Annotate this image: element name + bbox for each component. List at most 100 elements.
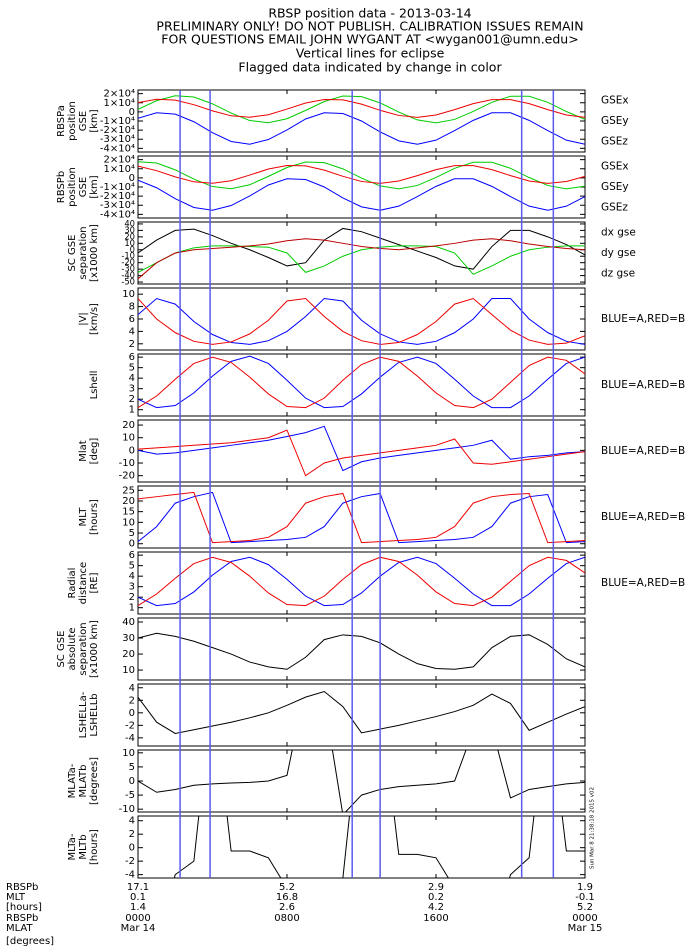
- y-axis-label: MLT: [78, 507, 89, 527]
- y-axis-label: [km]: [89, 109, 100, 132]
- y-axis-label: GSE: [78, 177, 89, 197]
- plot-frame: [137, 353, 586, 417]
- data-line: [138, 491, 585, 544]
- title: RBSP position data - 2013-03-14: [268, 6, 471, 21]
- y-tick-label: -10: [119, 804, 135, 815]
- y-axis-label: Mlat: [78, 440, 89, 462]
- timestamp: Sun Mar 8 21:38:18 2015 v02: [590, 787, 596, 869]
- plot-frame: [137, 683, 586, 747]
- y-axis-label: [degrees]: [89, 757, 100, 805]
- y-tick-label: 4: [129, 373, 135, 384]
- footer-row-label: MLT: [6, 892, 26, 903]
- subtitle: PRELIMINARY ONLY! DO NOT PUBLISH. CALIBR…: [156, 19, 583, 34]
- y-axis-label: GSE: [78, 111, 89, 131]
- subtitle: FOR QUESTIONS EMAIL JOHN WYGANT AT <wyga…: [161, 32, 578, 47]
- data-line: [138, 690, 585, 734]
- data-line: [138, 356, 585, 409]
- data-line: [138, 227, 585, 270]
- y-tick-label: 4: [129, 816, 135, 827]
- y-tick-label: 2: [129, 394, 135, 405]
- data-line: [138, 632, 585, 670]
- data-line: [138, 556, 585, 607]
- y-axis-label: separation: [78, 226, 89, 279]
- footer-row-label: RBSPb: [6, 913, 38, 924]
- footer-value: 0.2: [428, 892, 444, 903]
- y-tick-label: 25: [122, 485, 135, 496]
- y-tick-label: 2: [129, 339, 135, 350]
- y-tick-label: 0: [129, 776, 135, 787]
- legend-label: GSEx: [601, 94, 629, 106]
- annotation: BLUE=A,RED=B: [601, 313, 685, 325]
- legend-label: dx gse: [601, 226, 636, 238]
- x-tick-label: 0800: [274, 913, 299, 924]
- y-axis-label: separation: [78, 622, 89, 675]
- legend-label: GSEz: [601, 136, 628, 148]
- y-tick-label: -2: [125, 856, 135, 867]
- y-tick-label: 1: [129, 405, 135, 416]
- y-tick-label: 5: [129, 561, 135, 572]
- y-tick-label: 10: [122, 433, 135, 444]
- plot-frame: [137, 485, 586, 549]
- legend-label: dz gse: [601, 268, 635, 280]
- legend-label: GSEy: [601, 115, 629, 127]
- y-tick-label: 20: [122, 649, 135, 660]
- footer-value: 0.1: [130, 892, 146, 903]
- y-tick-label: 4: [129, 571, 135, 582]
- legend-label: GSEy: [601, 181, 629, 193]
- y-axis-label: SC GSE: [56, 631, 67, 668]
- y-tick-label: 6: [129, 314, 135, 325]
- y-tick-label: 4: [129, 326, 135, 337]
- footer-value: 2.6: [279, 902, 295, 913]
- data-line: [138, 112, 585, 145]
- y-tick-label: -3×10⁴: [100, 200, 135, 211]
- plot-frame: [137, 419, 586, 483]
- y-axis-label: MLTb: [78, 834, 89, 859]
- x-tick-label: 0000: [125, 913, 150, 924]
- y-axis-label: MLTa-: [67, 833, 78, 860]
- y-axis-label: [x1000 km]: [89, 620, 100, 678]
- plot-frame: [137, 89, 586, 153]
- y-tick-label: -4×10⁴: [100, 143, 135, 154]
- footer-row-label: MLAT: [6, 923, 33, 934]
- y-tick-label: -40: [121, 270, 135, 280]
- y-axis-label: MLATb: [78, 765, 89, 798]
- y-tick-label: 3: [129, 384, 135, 395]
- y-tick-label: 5: [129, 363, 135, 374]
- y-tick-label: 10: [122, 748, 135, 759]
- y-tick-label: -10: [119, 458, 135, 469]
- data-line: [138, 164, 585, 184]
- y-tick-label: 3: [129, 582, 135, 593]
- y-tick-label: -20: [119, 471, 135, 482]
- footer-value: 1.9: [577, 882, 593, 893]
- legend-label: GSEz: [601, 202, 628, 214]
- y-tick-label: 10: [122, 665, 135, 676]
- data-line: [138, 750, 585, 812]
- footer-value: 2.9: [428, 882, 444, 893]
- plot-frame: [137, 617, 586, 681]
- legend-label: GSEx: [601, 160, 629, 172]
- data-line: [138, 98, 585, 118]
- footer-value: 1.4: [130, 902, 146, 913]
- footer-row-label: [degrees]: [6, 936, 54, 947]
- y-axis-label: [km/s]: [89, 303, 100, 335]
- y-tick-label: 5: [129, 762, 135, 773]
- y-tick-label: 1: [129, 603, 135, 614]
- y-tick-label: 0: [129, 708, 135, 719]
- y-tick-label: 10: [124, 238, 135, 248]
- data-line: [138, 297, 585, 345]
- plot-frame: [137, 749, 586, 813]
- y-tick-label: 0: [129, 173, 135, 184]
- y-axis-label: [hours]: [89, 499, 100, 535]
- y-tick-label: -4: [125, 870, 135, 881]
- footer-value: 5.2: [279, 882, 295, 893]
- data-line: [173, 816, 585, 878]
- y-axis-label: MLATa-: [67, 763, 78, 798]
- subtitle: Flagged data indicated by change in colo…: [238, 60, 502, 75]
- y-axis-label: position: [67, 167, 78, 207]
- y-axis-label: [km]: [89, 175, 100, 198]
- data-line: [138, 95, 585, 124]
- y-axis-label: position: [67, 101, 78, 141]
- y-tick-label: 6: [129, 550, 135, 561]
- y-tick-label: 15: [122, 507, 135, 518]
